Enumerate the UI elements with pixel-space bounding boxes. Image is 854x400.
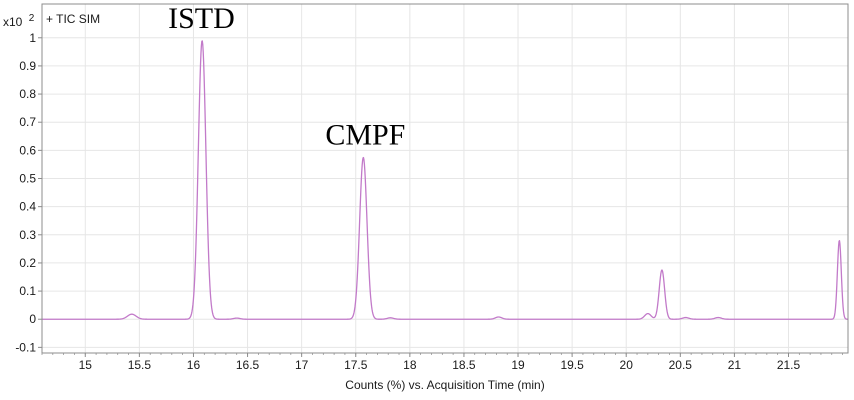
x-tick-label: 17.5: [344, 358, 368, 372]
x-tick-label: 21.5: [777, 358, 801, 372]
x-tick-label: 20: [620, 358, 634, 372]
tic-trace-line: [41, 40, 849, 320]
x-tick-label: 19.5: [560, 358, 584, 372]
y-tick-label: 0.3: [19, 228, 36, 242]
x-tick-label: 15: [79, 358, 93, 372]
y-tick-label: 0.1: [19, 284, 36, 298]
y-tick-label: 0.5: [19, 172, 36, 186]
multiplier-exponent: 2: [29, 13, 35, 24]
x-tick-label: 16.5: [236, 358, 260, 372]
x-tick-label: 18.5: [452, 358, 476, 372]
peak-annotation-istd: ISTD: [168, 2, 235, 35]
grid-lines: [42, 4, 848, 353]
y-tick-label: 0.7: [19, 115, 36, 129]
x-axis-ticks: 15 15.5 16 16.5 17 17.5 18 18.5 19 19.5 20 20.5 21 21…: [41, 353, 843, 372]
y-tick-label: 0.4: [19, 200, 36, 214]
x-tick-label: 18: [403, 358, 417, 372]
x-tick-label: 20.5: [669, 358, 693, 372]
y-tick-label: -0.1: [15, 340, 36, 354]
y-tick-label: 0.9: [19, 59, 36, 73]
y-tick-label: 0.2: [19, 256, 36, 270]
x-tick-label: 15.5: [128, 358, 152, 372]
peak-annotation-cmpf: CMPF: [325, 119, 405, 152]
x-tick-label: 21: [728, 358, 742, 372]
x-axis-title: Counts (%) vs. Acquisition Time (min): [345, 378, 544, 392]
trace-label: + TIC SIM: [46, 12, 100, 26]
y-tick-label: 1: [29, 31, 36, 45]
y-tick-label: 0.8: [19, 87, 36, 101]
y-axis-ticks: -0.1 0 0.1 0.2 0.3 0.4 0.5 0.6 0.7 0.8 0.9 1: [15, 31, 42, 354]
x-tick-label: 17: [295, 358, 309, 372]
peak-annotations: ISTD CMPF: [168, 2, 405, 152]
x-tick-label: 19: [511, 358, 525, 372]
y-tick-label: 0.6: [19, 143, 36, 157]
y-tick-label: 0: [29, 312, 36, 326]
x-tick-label: 16: [187, 358, 201, 372]
multiplier-base: x10: [3, 15, 23, 29]
trace-layer: [41, 40, 849, 320]
multiplier-label: x10 2: [3, 13, 35, 29]
